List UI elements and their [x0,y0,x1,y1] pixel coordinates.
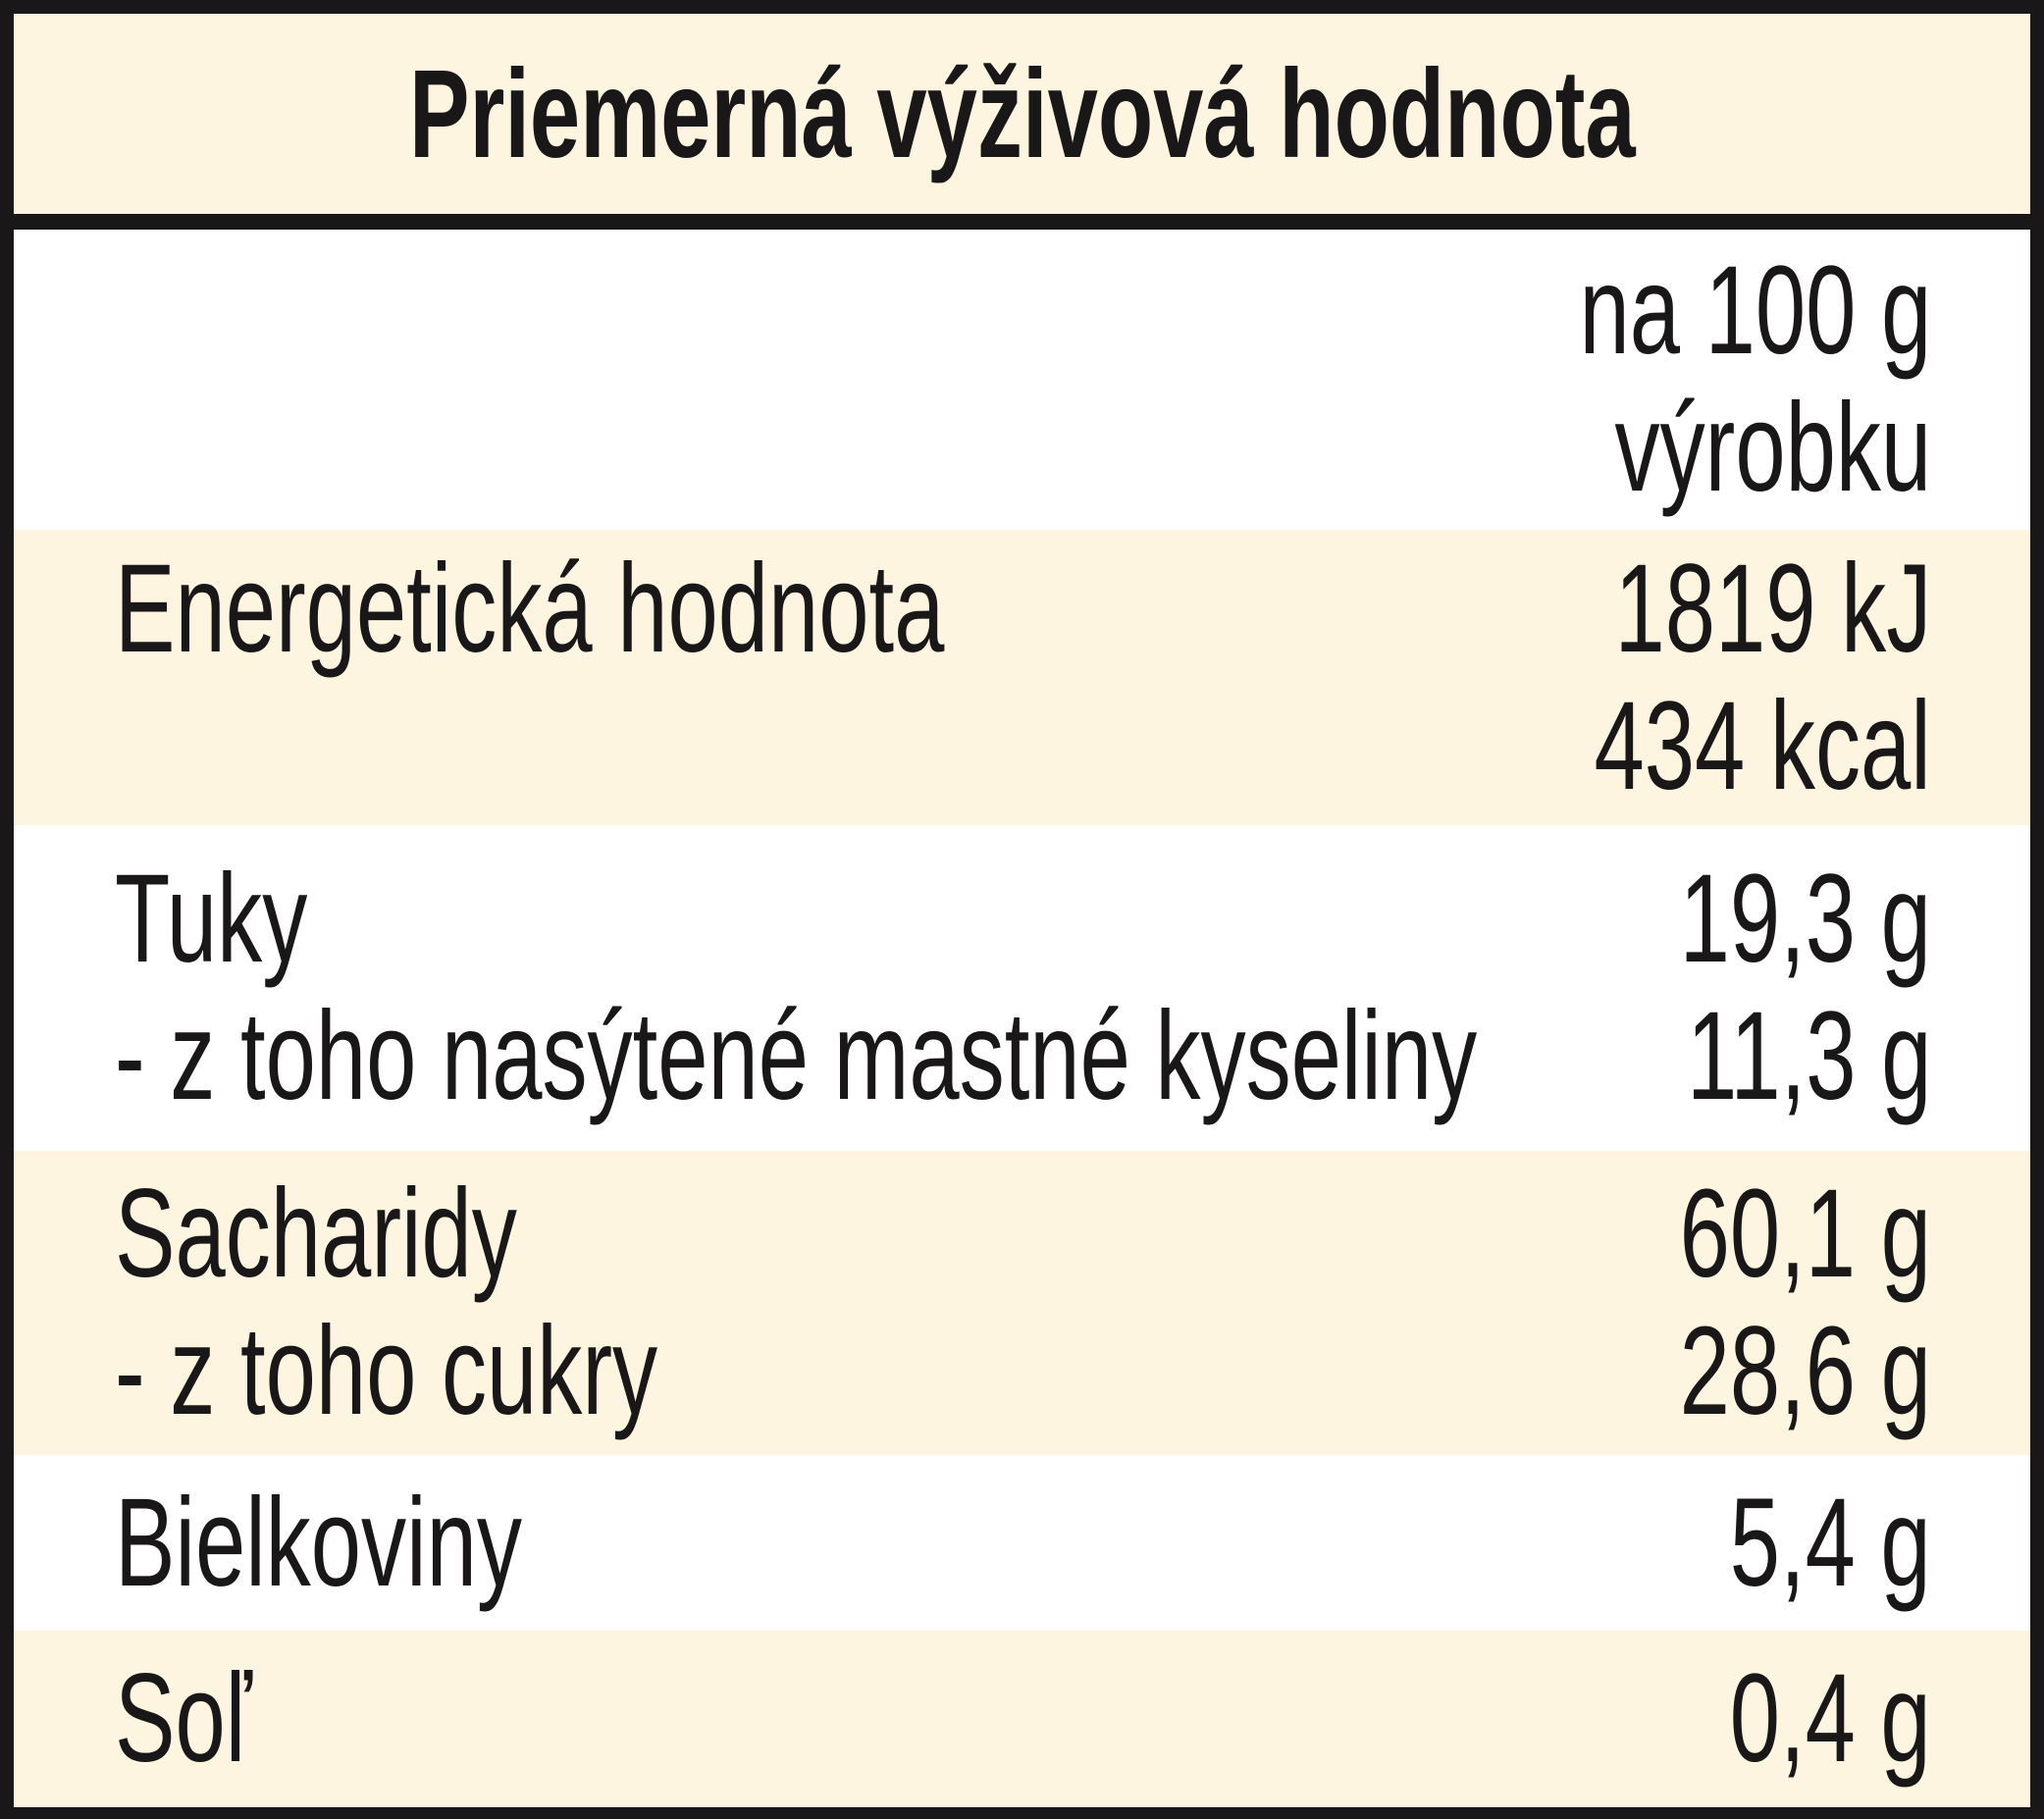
row-line: 434 kcal [115,675,1931,816]
table-row: Soľ 0,4 g [14,1631,2030,1807]
nutrient-value: 434 kcal [1594,675,1931,816]
table-row: Energetická hodnota 1819 kJ 434 kcal [14,530,2030,825]
row-line: - z toho cukry 28,6 g [115,1303,1931,1440]
nutrient-label: - z toho cukry [115,1301,658,1441]
row-line: Tuky 19,3 g [115,851,1931,988]
table-row: Sacharidy 60,1 g - z toho cukry 28,6 g [14,1151,2030,1455]
nutrient-value: 28,6 g [1679,1301,1931,1441]
table-row: Tuky 19,3 g- z toho nasýtené mastné kysel… [14,825,2030,1151]
table-row: na 100 g výrobku [14,230,2030,530]
table-row: Bielkoviny 5,4 g [14,1455,2030,1631]
nutrient-label: Sacharidy [115,1164,517,1304]
nutrient-label: Tuky [115,849,308,989]
rows: na 100 g výrobku Energetická hodnota 1819 k… [14,230,2030,1807]
nutrient-value: 11,3 g [1686,986,1931,1126]
row-line: - z toho nasýtené mastné kyseliny 11,3 g [115,988,1931,1125]
title: Priemerná výživová hodnota [408,43,1636,184]
row-line: Energetická hodnota 1819 kJ [115,538,1931,679]
row-line: na 100 g [115,242,1931,380]
nutrient-value: 19,3 g [1679,849,1931,989]
nutrient-label: - z toho nasýtené mastné kyseliny [115,986,1478,1126]
nutrient-value: 1819 kJ [1614,538,1931,679]
nutrient-value: 5,4 g [1730,1472,1931,1613]
row-line: výrobku [115,380,1931,517]
nutrient-label: Soľ [115,1648,252,1789]
row-line: Soľ 0,4 g [115,1650,1931,1788]
nutrient-label: Energetická hodnota [115,538,945,679]
nutrient-value: 60,1 g [1679,1164,1931,1304]
nutrient-value: 0,4 g [1730,1648,1931,1789]
row-line: Bielkoviny 5,4 g [115,1472,1931,1613]
title-band: Priemerná výživová hodnota [14,14,2030,230]
nutrient-label: Bielkoviny [115,1472,522,1613]
nutrient-value: na 100 g [1579,240,1931,381]
nutrient-value: výrobku [1614,378,1931,518]
row-line: Sacharidy 60,1 g [115,1166,1931,1303]
